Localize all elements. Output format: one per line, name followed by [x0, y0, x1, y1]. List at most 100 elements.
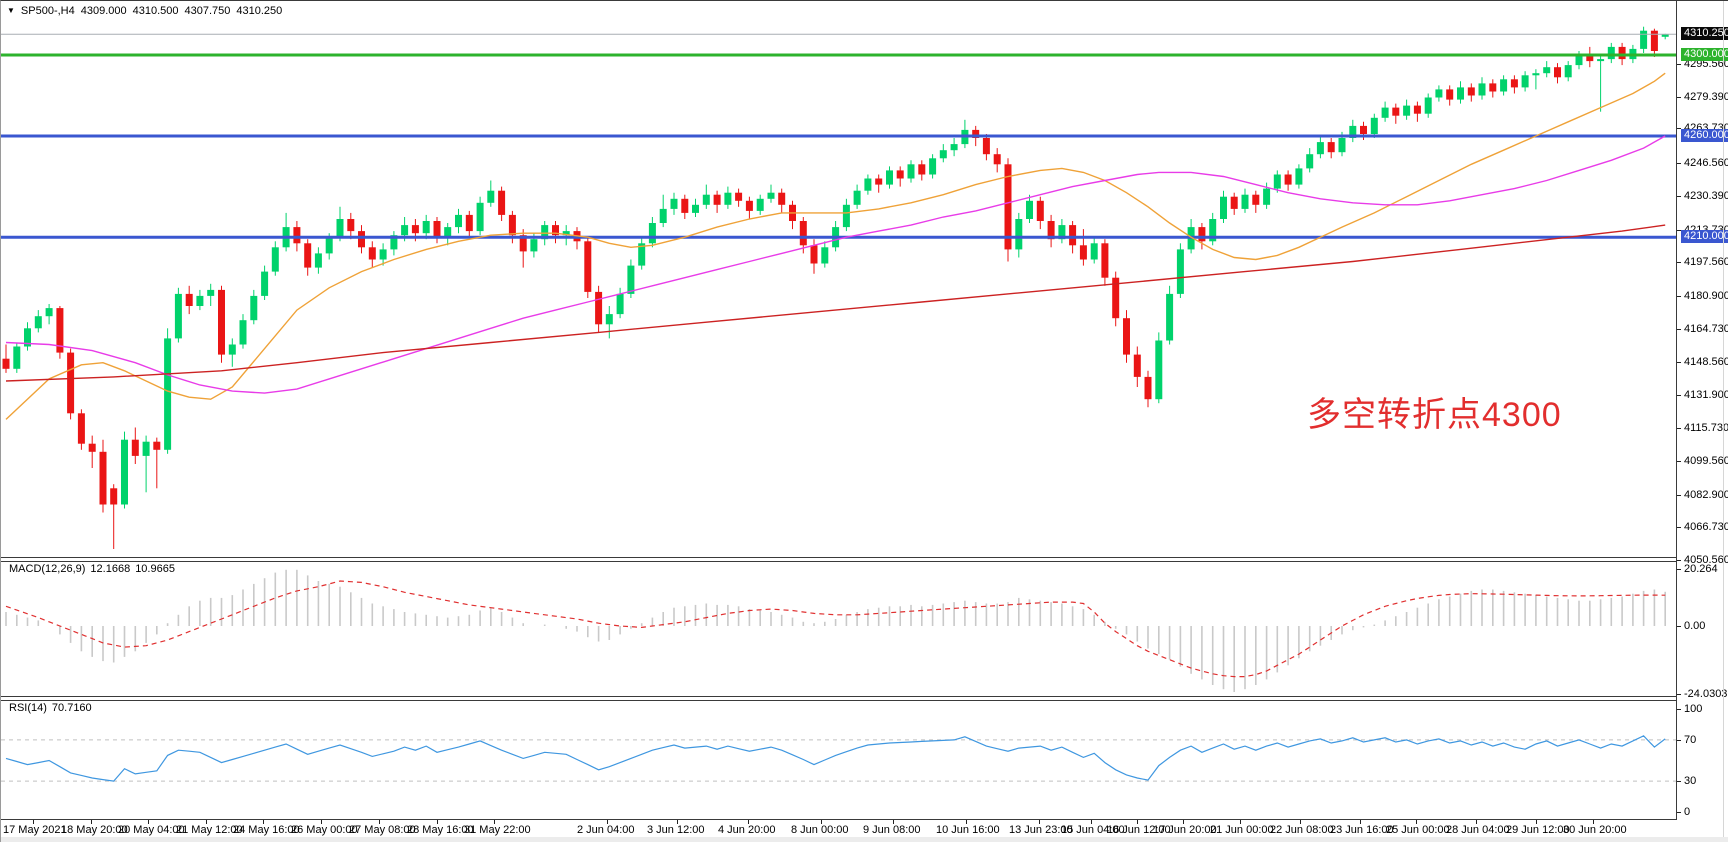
- candle: [1241, 194, 1249, 209]
- candle: [1144, 376, 1152, 400]
- candle: [993, 154, 1001, 165]
- time-axis-label: 24 May 16:00: [233, 824, 300, 836]
- candle: [1543, 67, 1551, 74]
- candle: [896, 170, 904, 179]
- time-axis-label: 3 Jun 12:00: [647, 824, 705, 836]
- candle: [1554, 67, 1561, 78]
- quote-high: 4310.500: [132, 5, 179, 17]
- candle: [99, 451, 107, 505]
- time-axis-label: 4 Jun 20:00: [718, 824, 776, 836]
- candle: [67, 352, 75, 414]
- candle: [433, 221, 441, 238]
- candle: [541, 225, 549, 240]
- macd-name: MACD(12,26,9): [9, 563, 86, 575]
- time-axis-label: 8 Jun 00:00: [791, 824, 849, 836]
- candle: [584, 241, 592, 292]
- candle: [1209, 219, 1217, 242]
- price-tick: [1677, 739, 1681, 741]
- candle: [605, 314, 613, 325]
- candle: [1381, 107, 1389, 118]
- rsi-pane[interactable]: [1, 735, 1676, 782]
- macd-indicator-label: MACD(12,26,9) 12.1668 10.9665: [9, 563, 180, 575]
- candle: [13, 346, 21, 369]
- candle: [842, 204, 850, 228]
- candle: [702, 194, 710, 205]
- candle: [886, 170, 893, 185]
- candle: [778, 192, 786, 205]
- price-tick-label: 4279.390: [1684, 90, 1728, 103]
- time-tick: [1039, 820, 1040, 824]
- candle: [325, 237, 333, 254]
- candle: [627, 265, 635, 294]
- candle: [379, 249, 387, 260]
- candle: [595, 291, 603, 325]
- candle: [1166, 293, 1174, 341]
- candle: [1058, 225, 1066, 240]
- window-bottom-strip: [1, 837, 1728, 842]
- time-axis[interactable]: 17 May 2021 18 May 20:00 20 May 04:00 21 Ma…: [1, 820, 1728, 838]
- price-tick-label: 4164.730: [1684, 322, 1728, 335]
- candle: [1316, 142, 1324, 155]
- candle: [756, 198, 764, 211]
- price-tick-label: 4066.730: [1684, 521, 1728, 534]
- candle: [1521, 75, 1529, 88]
- price-tick-label: 4230.390: [1684, 189, 1728, 202]
- price-tick: [1677, 195, 1681, 197]
- candle: [164, 338, 172, 450]
- time-tick: [206, 820, 207, 824]
- candle: [713, 194, 721, 205]
- candle: [1510, 79, 1518, 88]
- window-right-edge: [1723, 1, 1724, 842]
- time-axis-label: 28 Jun 04:00: [1446, 824, 1510, 836]
- macd-rsi-separator[interactable]: [1, 696, 1677, 701]
- time-tick: [893, 820, 894, 824]
- price-tick-label: 20.264: [1684, 563, 1718, 576]
- candle: [1489, 83, 1497, 92]
- candle: [465, 214, 473, 232]
- time-tick: [607, 820, 608, 824]
- candle: [1349, 125, 1357, 138]
- candle: [552, 225, 559, 236]
- time-tick: [1183, 820, 1184, 824]
- price-axis[interactable]: 4295.5604279.3904263.7304246.5604230.390…: [1677, 1, 1728, 819]
- candle: [401, 225, 409, 236]
- time-tick: [966, 820, 967, 824]
- time-tick: [1360, 820, 1361, 824]
- price-tick: [1677, 96, 1681, 98]
- candle: [153, 441, 161, 450]
- price-tick-label: 70: [1684, 733, 1697, 746]
- chart-annotation-text: 多空转折点4300: [1307, 396, 1562, 434]
- candle: [681, 198, 689, 213]
- time-axis-label: 18 May 20:00: [61, 824, 128, 836]
- candle: [444, 227, 452, 238]
- candle: [1424, 97, 1432, 114]
- price-tick: [1677, 428, 1681, 430]
- time-tick: [1536, 820, 1537, 824]
- candle: [1090, 243, 1098, 260]
- candle: [724, 192, 732, 205]
- candle: [1004, 164, 1012, 250]
- time-axis-label: 15 Jun 04:00: [1061, 824, 1125, 836]
- main-macd-separator[interactable]: [1, 557, 1677, 562]
- candle: [498, 190, 506, 215]
- candle: [907, 164, 915, 179]
- price-tick: [1677, 395, 1681, 397]
- price-line-badge: 4210.000: [1681, 230, 1728, 244]
- symbol-collapse-icon[interactable]: ▼: [7, 6, 15, 15]
- candle: [1532, 73, 1540, 76]
- candle: [250, 295, 258, 321]
- price-tick: [1677, 128, 1681, 130]
- candle: [45, 308, 53, 317]
- macd-pane[interactable]: [5, 569, 1666, 692]
- time-tick: [148, 820, 149, 824]
- candle: [950, 144, 958, 151]
- price-tick-label: 0.00: [1684, 620, 1706, 632]
- main-price-pane[interactable]: [1, 26, 1676, 549]
- candle: [638, 243, 646, 266]
- time-axis-label: 16 Jun 12:00: [1107, 824, 1171, 836]
- price-tick: [1677, 709, 1681, 710]
- chart-plot-area[interactable]: [1, 1, 1677, 820]
- price-tick: [1677, 560, 1681, 561]
- price-line-badge: 4310.250: [1681, 27, 1728, 41]
- price-tick: [1677, 693, 1681, 695]
